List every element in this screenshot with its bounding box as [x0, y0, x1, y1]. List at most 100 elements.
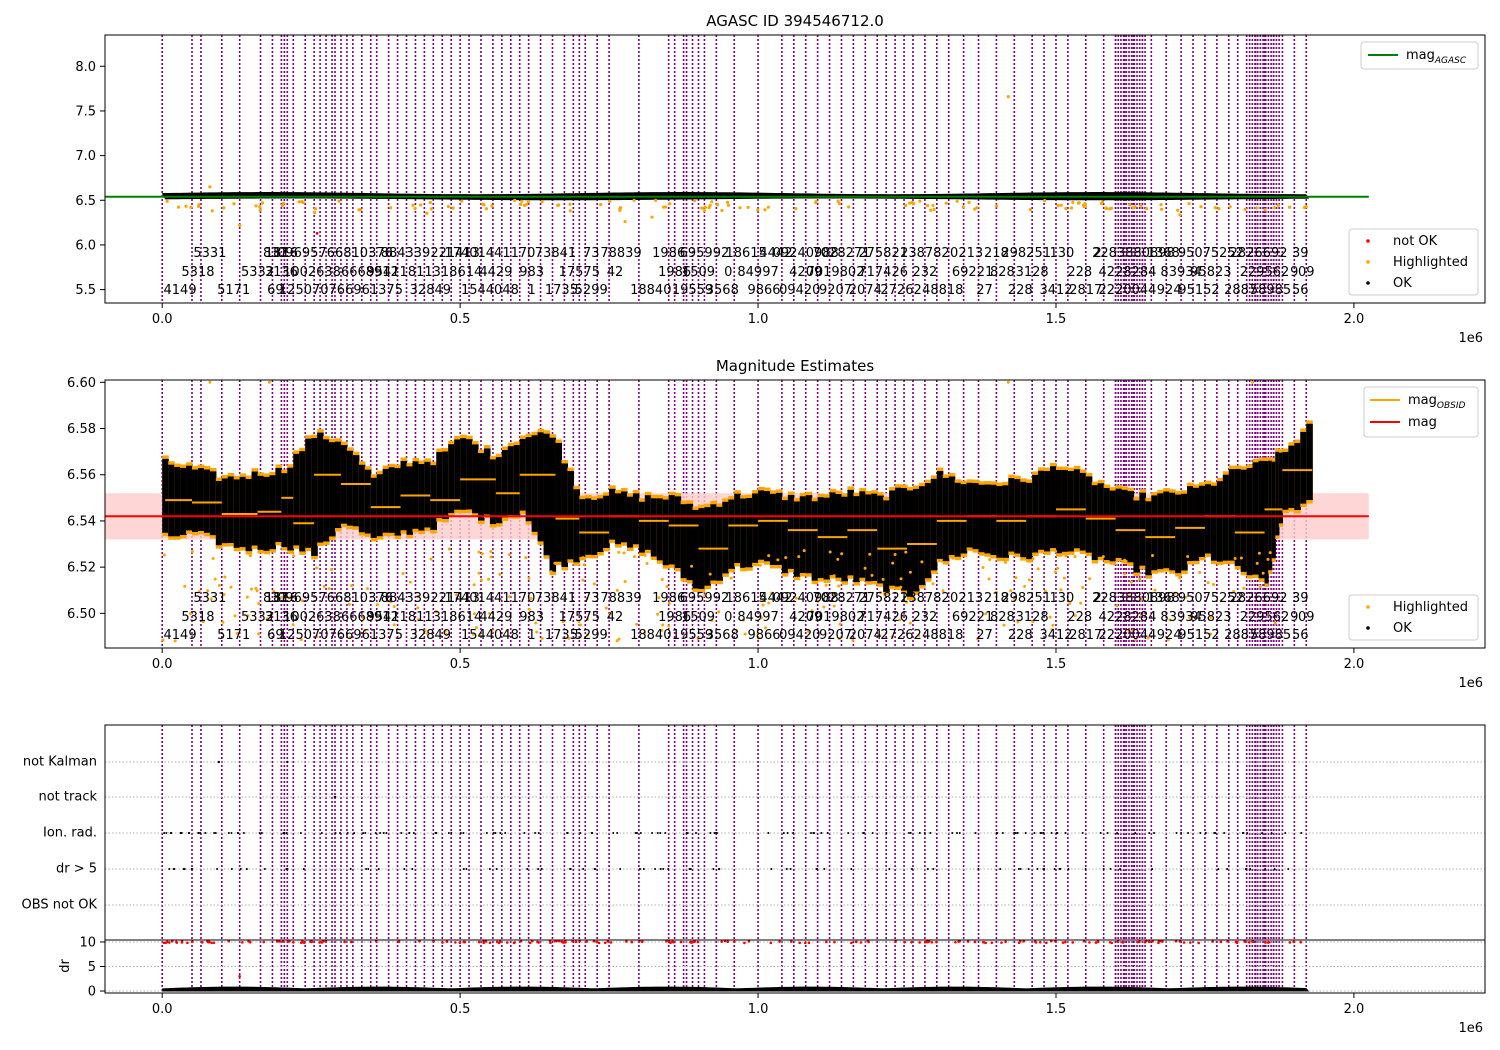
- highlighted-point: [556, 203, 560, 207]
- obsid-label: 27262: [880, 628, 921, 643]
- dr-flag-point: [999, 868, 1002, 870]
- obsid-label: 83934: [1160, 610, 1201, 625]
- ion-rad-flag-point: [230, 832, 233, 834]
- highlighted-point: [208, 185, 212, 189]
- ok-points-band: [1032, 474, 1039, 553]
- obsid-label: 09240988: [773, 591, 839, 606]
- ion-rad-flag-point: [664, 832, 667, 834]
- ion-rad-flag-point: [1033, 832, 1036, 834]
- dr-tick-label: 5: [88, 960, 96, 975]
- panel1-legend-lines-box: [1360, 41, 1479, 70]
- ok-points-band: [448, 444, 455, 514]
- x-tick-label: 1.0: [748, 312, 769, 327]
- legend-label-ok: OK: [1393, 276, 1412, 291]
- obsid-label: 130: [1050, 591, 1075, 606]
- highlighted-point: [1134, 638, 1138, 642]
- highlighted-point: [1153, 588, 1157, 592]
- ion-rad-flag-point: [320, 832, 323, 834]
- obsid-label: 3412: [1039, 283, 1072, 298]
- highlighted-point: [1064, 206, 1068, 211]
- highlighted-point: [1068, 602, 1072, 606]
- dr-flag-point: [1019, 868, 1022, 870]
- dr-flag-point: [926, 868, 929, 870]
- ok-points-band: [758, 490, 765, 560]
- obsid-label: 95152: [1178, 628, 1219, 643]
- ok-points-band: [549, 437, 557, 572]
- highlighted-point: [568, 202, 572, 206]
- ion-rad-flag-point: [1013, 832, 1016, 834]
- dr-flag-point: [245, 868, 248, 870]
- dr-clipped-point: [505, 941, 509, 944]
- dr-clipped-point: [488, 941, 492, 945]
- highlighted-point: [535, 630, 539, 634]
- obsid-label: 19559: [672, 628, 713, 643]
- obsid-label: 3136: [265, 610, 298, 625]
- ion-rad-flag-point: [1242, 832, 1245, 834]
- ok-points-band: [1097, 483, 1105, 557]
- dr-clipped-point: [560, 940, 564, 944]
- highlighted-point: [389, 206, 393, 210]
- highlighted-point: [1140, 597, 1144, 601]
- dr-clipped-point: [1138, 940, 1141, 943]
- dr-flag-point: [932, 868, 935, 870]
- dr-clipped-point: [1247, 940, 1251, 944]
- ok-points-band: [203, 469, 211, 533]
- dr-flag-point: [654, 868, 657, 870]
- highlighted-point: [1159, 203, 1163, 207]
- ok-points-band: [1306, 423, 1313, 501]
- obsid-label: 1816: [265, 246, 298, 261]
- highlighted-point: [1073, 555, 1077, 559]
- highlighted-point: [581, 556, 585, 560]
- obsid-label: 78839: [600, 591, 641, 606]
- highlighted-point: [522, 203, 527, 207]
- ion-rad-flag-point: [713, 832, 716, 834]
- dr-flag-point: [717, 868, 720, 870]
- highlighted-point: [920, 560, 924, 564]
- highlighted-point: [213, 577, 217, 581]
- ion-rad-flag-point: [237, 832, 240, 834]
- highlighted-point: [632, 198, 636, 203]
- ion-rad-flag-point: [656, 832, 659, 834]
- obsid-label: 9: [1290, 610, 1298, 625]
- obsid-label: 884339221413: [381, 591, 480, 606]
- highlighted-point: [635, 622, 639, 626]
- y-tick-label: 6.50: [67, 607, 96, 622]
- ion-rad-flag-point: [346, 832, 349, 834]
- dr-clipped-point: [966, 940, 970, 943]
- ok-points-band: [930, 478, 938, 571]
- highlighted-point: [881, 577, 885, 581]
- ion-rad-flag-point: [260, 832, 263, 834]
- obsid-label: 09695766810376: [277, 591, 393, 606]
- ok-points-band: [823, 497, 831, 580]
- highlighted-point: [707, 206, 711, 210]
- obsid-label: 9207: [819, 283, 852, 298]
- ok-points-band: [543, 433, 551, 556]
- highlighted-point: [761, 599, 765, 603]
- highlighted-point: [176, 205, 181, 209]
- obsid-label: 1: [527, 628, 535, 643]
- highlighted-point: [518, 202, 523, 206]
- highlighted-point: [784, 556, 788, 560]
- dr-flag-point: [1273, 868, 1276, 870]
- x-tick-label: 2.0: [1344, 657, 1365, 672]
- highlighted-point: [1211, 582, 1215, 586]
- ok-points-band: [1008, 478, 1015, 552]
- highlighted-point: [615, 639, 619, 643]
- obsid-label: 228: [1008, 283, 1033, 298]
- highlighted-point: [1088, 577, 1092, 581]
- dr-flag-point: [465, 868, 468, 870]
- highlighted-point: [693, 199, 697, 203]
- ok-points-band: [835, 494, 843, 578]
- dr-clipped-point: [1004, 940, 1007, 944]
- highlighted-point: [1023, 584, 1027, 588]
- highlighted-point: [710, 618, 714, 622]
- highlighted-point: [567, 636, 571, 640]
- panel2-title: Magnitude Estimates: [716, 357, 874, 375]
- highlighted-point: [995, 204, 999, 208]
- obsid-label: 69: [267, 283, 284, 298]
- highlighted-point: [794, 206, 798, 211]
- dr-flag-point: [1249, 868, 1252, 870]
- ok-points-band: [1258, 460, 1266, 579]
- highlighted-point: [197, 590, 201, 594]
- highlighted-point: [208, 380, 212, 384]
